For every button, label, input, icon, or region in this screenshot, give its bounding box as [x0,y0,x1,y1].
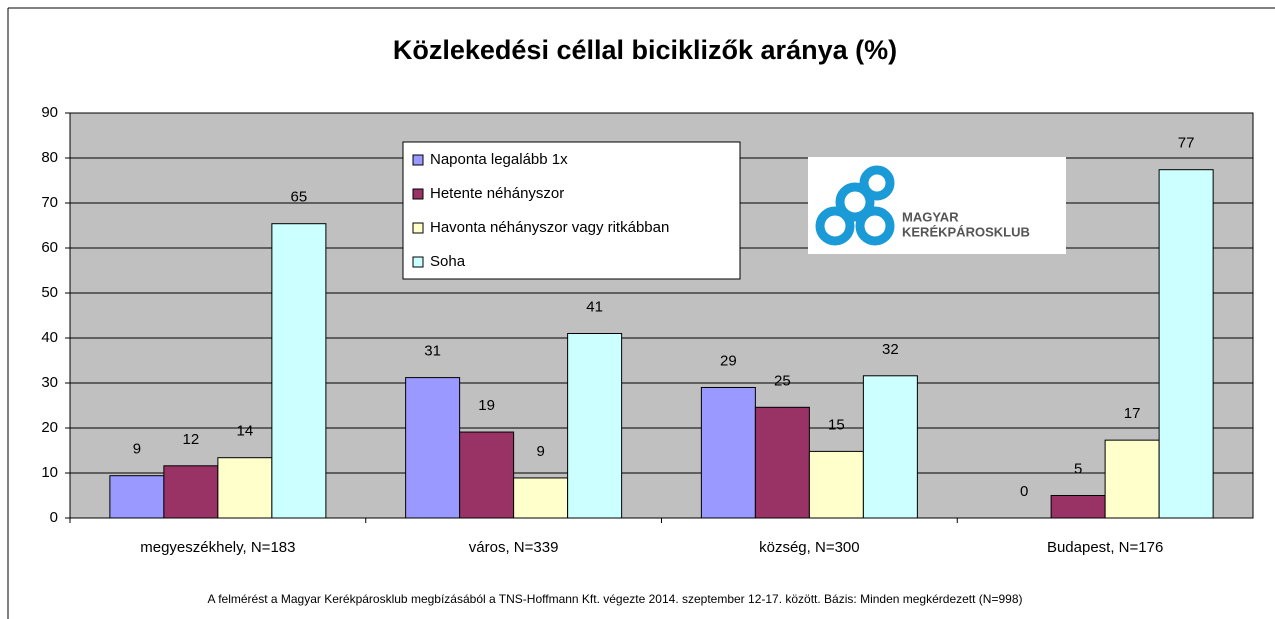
bar [1158,169,1214,519]
bar [217,457,273,519]
chart-title: Közlekedési céllal biciklizők aránya (%) [393,35,897,65]
bar [700,387,756,519]
value-label: 14 [237,423,254,440]
bar [109,475,165,519]
y-tick-label: 10 [41,464,58,481]
logo-text: KERÉKPÁROSKLUB [902,224,1030,239]
legend-box [402,141,741,280]
x-tick-label: Budapest, N=176 [1047,539,1163,556]
bar [271,223,327,519]
legend-swatch [412,222,424,234]
value-label: 19 [478,397,495,414]
value-label: 15 [828,416,845,433]
value-label: 5 [1074,460,1082,477]
value-label: 12 [183,431,200,448]
legend-label: Naponta legalább 1x [430,151,568,168]
y-tick-label: 20 [41,419,58,436]
x-tick-label: város, N=339 [469,539,559,556]
y-tick-label: 0 [50,509,58,526]
legend-label: Hetente néhányszor [430,185,564,202]
legend-label: Havonta néhányszor vagy ritkábban [430,219,669,236]
legend-swatch [412,256,424,268]
y-tick-label: 40 [41,329,58,346]
legend-label: Soha [430,253,466,270]
value-label: 32 [882,341,899,358]
value-label: 31 [424,343,441,360]
bar [1050,495,1106,519]
value-label: 41 [586,298,603,315]
bar [459,431,515,519]
value-label: 77 [1178,135,1195,152]
logo-circles [815,165,895,246]
value-label: 9 [536,443,544,460]
bar [862,375,918,519]
bar [405,377,461,519]
y-tick-label: 90 [41,104,58,121]
bar [567,333,623,519]
bar [163,465,219,519]
bar [754,406,810,519]
note: A felmérést a Magyar Kerékpárosklub megb… [208,592,1023,606]
legend-swatch [412,154,424,166]
x-tick-label: megyeszékhely, N=183 [140,539,295,556]
bar [808,450,864,519]
x-tick-label: község, N=300 [759,539,859,556]
logo-bg [808,157,1066,254]
y-tick-label: 70 [41,194,58,211]
y-tick-label: 60 [41,239,58,256]
bar [1104,439,1160,519]
legend-swatch [412,188,424,200]
y-tick-label: 50 [41,284,58,301]
value-label: 29 [720,352,737,369]
y-tick-label: 30 [41,374,58,391]
value-label: 0 [1020,483,1028,500]
value-label: 65 [291,189,308,206]
value-label: 9 [133,441,141,458]
y-tick-label: 80 [41,149,58,166]
value-label: 25 [774,372,791,389]
bar [513,477,569,519]
logo: MAGYAR KERÉKPÁROSKLUB [808,157,1066,254]
logo-text: MAGYAR [902,209,959,224]
value-label: 17 [1124,405,1141,422]
